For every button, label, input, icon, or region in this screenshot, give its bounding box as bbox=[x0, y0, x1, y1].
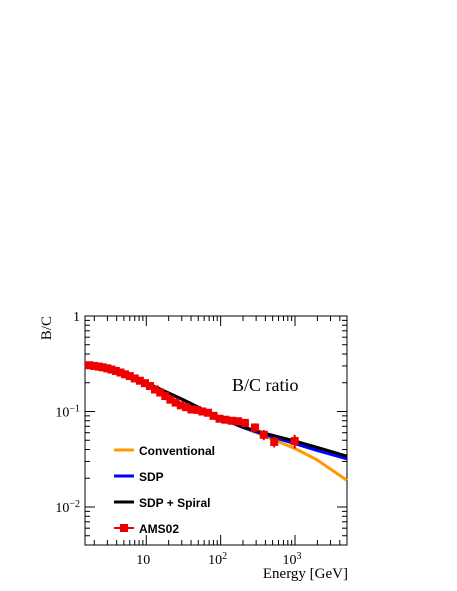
data-point bbox=[215, 414, 224, 423]
data-point bbox=[182, 403, 191, 412]
series-line-conventional bbox=[84, 364, 348, 482]
data-point bbox=[116, 368, 125, 377]
data-point bbox=[107, 365, 116, 374]
data-point bbox=[192, 405, 201, 414]
data-point bbox=[187, 405, 196, 414]
data-point bbox=[145, 381, 154, 390]
chart-title: B/C ratio bbox=[232, 375, 299, 395]
data-point bbox=[234, 417, 243, 426]
data-point bbox=[125, 372, 134, 381]
y-tick-label: 1 bbox=[73, 310, 80, 325]
y-tick-label: 10−1 bbox=[55, 403, 80, 421]
data-point bbox=[203, 408, 212, 417]
data-point bbox=[290, 437, 299, 446]
data-point bbox=[166, 395, 175, 404]
data-point bbox=[156, 388, 165, 397]
data-point bbox=[150, 385, 159, 394]
model-curves bbox=[84, 364, 348, 482]
x-tick-label: 102 bbox=[208, 551, 227, 569]
data-point bbox=[98, 363, 107, 372]
data-point bbox=[85, 361, 94, 370]
legend-marker-ams02 bbox=[120, 524, 128, 532]
x-tick-label: 103 bbox=[283, 551, 302, 569]
data-point bbox=[103, 364, 112, 373]
data-point bbox=[176, 401, 185, 410]
x-tick-label: 10 bbox=[136, 553, 150, 568]
y-tick-label: 10−2 bbox=[55, 498, 80, 516]
data-point bbox=[209, 411, 218, 420]
data-point bbox=[111, 366, 120, 375]
legend-label-ams02: AMS02 bbox=[139, 522, 179, 536]
data-point bbox=[121, 370, 130, 379]
legend-label-conventional: Conventional bbox=[139, 444, 215, 458]
data-point bbox=[135, 376, 144, 385]
data-point bbox=[251, 423, 260, 432]
x-axis-label: Energy [GeV] bbox=[263, 566, 348, 582]
legend-label-sdp-spiral: SDP + Spiral bbox=[139, 496, 210, 510]
data-point bbox=[221, 415, 230, 424]
data-point bbox=[270, 437, 279, 446]
plot-frame bbox=[84, 315, 348, 546]
y-axis-label: B/C bbox=[39, 316, 55, 340]
ams02-data-points bbox=[85, 361, 299, 449]
data-point bbox=[140, 379, 149, 388]
series-line-sdp-spiral bbox=[84, 364, 348, 458]
data-point bbox=[130, 374, 139, 383]
axis-ticks bbox=[85, 315, 348, 546]
data-point bbox=[198, 407, 207, 416]
data-point bbox=[240, 418, 249, 427]
data-point bbox=[171, 398, 180, 407]
data-point bbox=[227, 416, 236, 425]
axis-tick-labels: 10 102 103 1 10−1 10−2 bbox=[55, 310, 301, 568]
legend-label-sdp: SDP bbox=[139, 470, 164, 484]
legend: Conventional SDP SDP + Spiral AMS02 bbox=[114, 444, 215, 536]
data-point bbox=[259, 430, 268, 439]
data-point bbox=[90, 361, 99, 370]
data-point bbox=[161, 392, 170, 401]
